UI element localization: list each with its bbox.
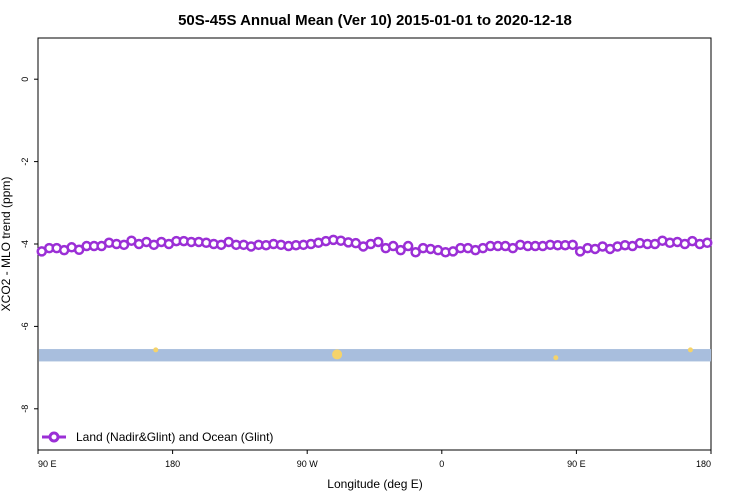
chart-title: 50S-45S Annual Mean (Ver 10) 2015-01-01 … [178,12,572,29]
data-point [387,240,399,252]
legend: Land (Nadir&Glint) and Ocean (Glint) [42,430,273,444]
data-point [702,237,713,249]
marker-layer [153,347,693,361]
data-point [410,246,421,258]
legend-swatch-marker [48,431,60,443]
x-tick-label: 0 [439,459,444,469]
data-point [118,239,130,251]
x-tick-label: 90 E [567,459,586,469]
data-point [372,236,384,248]
data-point [402,240,414,252]
series-layer [36,234,713,258]
x-tick-label: 90 W [297,459,319,469]
land-marker [687,347,693,353]
x-tick-label: 180 [696,459,711,469]
y-tick-label: -8 [20,405,30,413]
data-point [567,239,578,251]
y-axis-label: XCO2 - MLO trend (ppm) [0,177,13,312]
land-marker [332,349,343,360]
x-axis-label: Longitude (deg E) [327,477,422,491]
band-layer [39,349,711,362]
data-point [395,244,406,256]
y-tick-label: 0 [20,77,30,82]
y-axis: 0 -2 -4 -6 -8 [20,77,38,413]
y-tick-label: -2 [20,158,30,166]
legend-label: Land (Nadir&Glint) and Ocean (Glint) [76,430,273,444]
y-tick-label: -4 [20,240,30,248]
x-tick-label: 90 E [38,459,57,469]
x-tick-label: 180 [165,459,180,469]
land-marker [553,355,559,361]
y-tick-label: -6 [20,322,30,330]
ocean-band [39,349,711,362]
x-axis: 90 E 180 90 W 0 90 E 180 [37,450,712,469]
land-marker [153,347,159,353]
